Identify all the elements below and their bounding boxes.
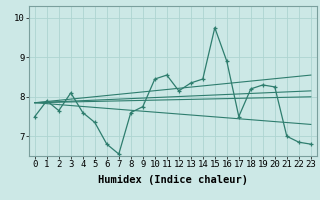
X-axis label: Humidex (Indice chaleur): Humidex (Indice chaleur) xyxy=(98,175,248,185)
